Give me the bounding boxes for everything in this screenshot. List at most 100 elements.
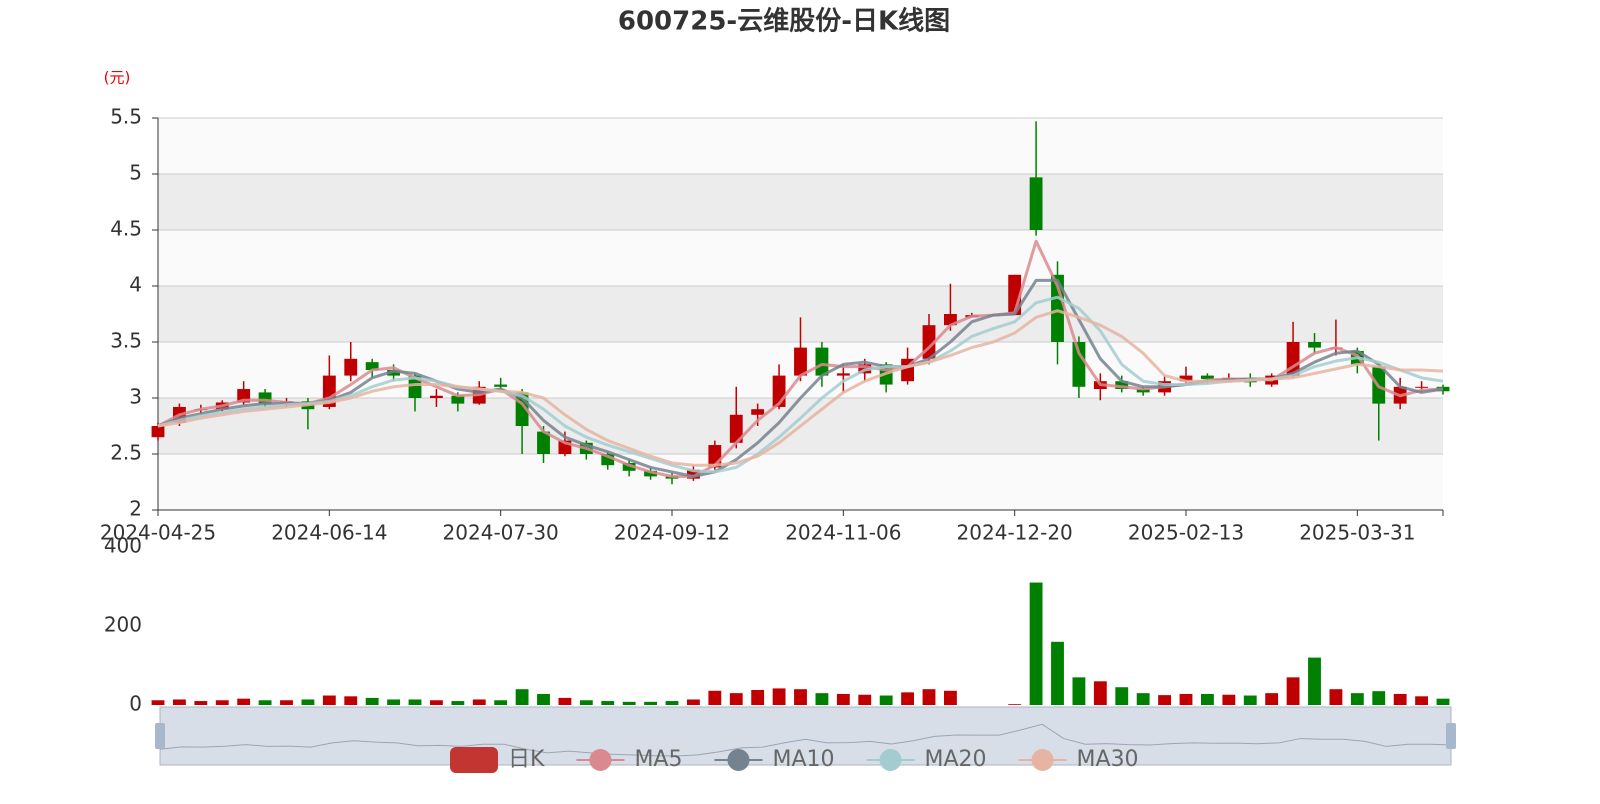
volume-bar [644,701,658,705]
candle-body [451,395,465,404]
candle-body [729,414,743,443]
volume-bar [537,693,550,705]
y-tick-label: 2.5 [110,441,142,465]
volume-bar [1222,694,1236,705]
volume-tick-label: 400 [104,534,142,558]
volume-bar [1308,657,1321,705]
volume-bar [1072,677,1086,705]
candle-body [151,426,165,438]
y-tick-label: 3 [129,385,142,409]
volume-bar [1008,704,1022,705]
legend-dot [1031,749,1054,771]
volume-bar [344,696,358,705]
legend-item[interactable]: MA5 [576,747,682,772]
chart-title: 600725-云维股份-日K线图 [618,6,950,37]
volume-bar [494,700,508,705]
candle-body [686,469,700,479]
volume-bar [943,690,957,705]
volume-bar [558,697,572,705]
legend-item[interactable]: MA20 [866,747,987,772]
y-tick-label: 5.5 [110,105,142,129]
legend-label: 日K [508,747,545,772]
volume-bar [836,693,850,705]
legend-dot [879,749,902,771]
split-area [158,174,1443,230]
zoom-preview-line [159,723,1452,757]
candle-body [1179,375,1193,382]
legend-label: MA10 [772,747,834,772]
volume-bar [451,701,465,705]
candle-body [1200,375,1214,379]
candle-body [836,373,850,376]
volume-bar [858,694,872,705]
x-tick-label: 2024-07-30 [443,521,559,545]
volume-bar [429,700,443,705]
volume-bar [1372,691,1386,705]
volume-bar [729,693,743,705]
volume-bar [172,699,186,705]
y-tick-label: 2 [129,497,142,521]
candle-body [344,358,358,376]
split-area [158,230,1443,286]
legend-item[interactable]: 日K [450,747,545,773]
candle-body [387,370,401,376]
candle-body [365,362,379,370]
candle-body [1029,177,1043,230]
volume-bar [879,695,893,705]
volume-bar [1158,695,1172,705]
background-layer [158,117,1443,511]
x-tick-label: 2025-03-31 [1299,521,1415,545]
candle-body [1115,381,1129,390]
volume-bar [1329,689,1343,705]
legend-item[interactable]: MA10 [714,747,835,772]
volume-bar [1115,687,1129,705]
volume-bar [751,689,765,705]
candle-body [1072,342,1086,387]
volume-bar [772,688,786,705]
candle-body [751,409,765,415]
volume-bar [1350,693,1364,705]
volume-bar [815,693,829,705]
candle-body [429,395,443,398]
zoom-handle[interactable] [155,723,165,749]
volume-bar [1436,698,1450,705]
volume-bar [1415,696,1429,705]
volume-bar [622,701,636,705]
volume-bar [387,699,401,705]
zoom-slider[interactable] [159,706,1452,766]
volume-bar [258,700,272,705]
candle-body [1436,386,1450,392]
volume-bar [1093,681,1107,705]
volume-bar [472,699,486,705]
x-tick-label: 2024-09-12 [614,521,730,545]
candle-body [1308,342,1321,348]
volume-bar [194,701,208,705]
volume-bar [408,699,422,705]
candle-body [622,462,636,471]
volume-bar [686,699,700,705]
legend-icon [450,747,498,773]
volume-bar [794,689,807,705]
volume-bar [151,700,165,705]
y-axis-unit: (元) [104,69,131,87]
candle-body [943,314,957,326]
candle-body [601,454,615,466]
volume-bar [1200,693,1214,705]
x-tick-label: 2024-04-25 [100,521,216,545]
volume-bar [237,698,251,705]
x-tick-label: 2024-11-06 [785,521,901,545]
volume-bar [1136,693,1150,705]
y-tick-label: 3.5 [110,329,142,353]
candle-body [1415,386,1429,388]
candle-body [537,431,550,454]
y-tick-label: 4.5 [110,217,142,241]
zoom-handle[interactable] [1446,723,1456,749]
legend-dot [727,749,750,771]
y-tick-label: 4 [129,273,142,297]
volume-bar [1029,582,1043,705]
legend-item[interactable]: MA30 [1018,747,1139,772]
volume-bar [215,700,229,705]
volume-bar [301,699,315,705]
split-area [158,118,1443,174]
